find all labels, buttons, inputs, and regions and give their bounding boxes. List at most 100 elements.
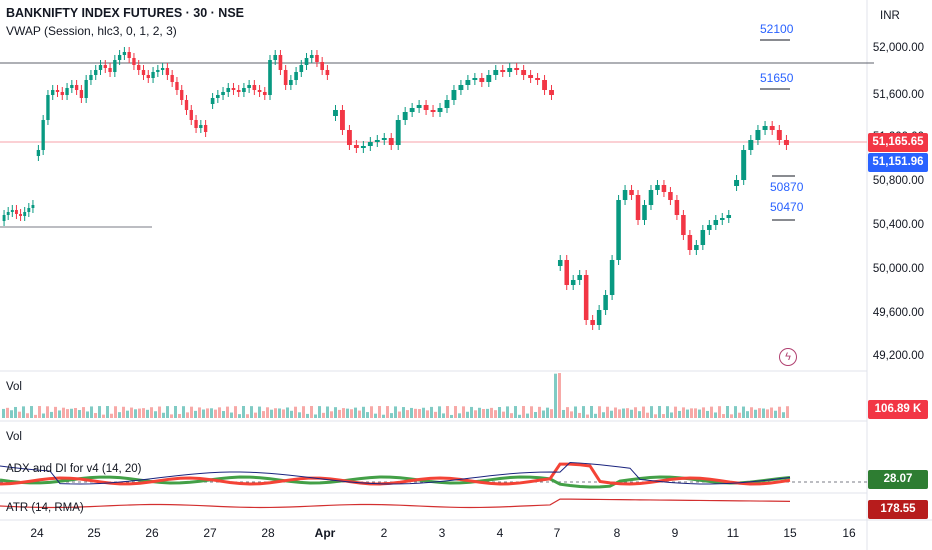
candle-body: [315, 55, 319, 62]
candle-body: [521, 70, 527, 75]
volume-bar: [162, 412, 165, 418]
volume-bar: [778, 406, 781, 418]
volume-bar: [626, 408, 629, 418]
volume-pane-label-2[interactable]: Vol: [6, 431, 22, 443]
last-price-badge: 51,165.65: [868, 133, 928, 152]
volume-bar: [694, 408, 697, 418]
volume-bar: [406, 410, 409, 418]
volume-bar: [606, 406, 609, 418]
candle-body: [734, 180, 740, 186]
volume-bar: [210, 408, 213, 418]
vwap-indicator-label[interactable]: VWAP (Session, hlc3, 0, 1, 2, 3): [6, 24, 177, 38]
candle-body: [528, 75, 534, 78]
volume-bar: [86, 411, 89, 418]
candle-body: [156, 70, 160, 72]
level-label[interactable]: 52100: [760, 22, 794, 36]
candle-body: [117, 55, 122, 60]
date-tick: 7: [553, 526, 561, 540]
volume-bar: [442, 413, 445, 418]
vwap-price-badge: 51,151.96: [868, 153, 928, 172]
volume-bar: [738, 412, 741, 418]
volume-bar: [122, 406, 125, 418]
volume-bar: [742, 406, 745, 418]
volume-bar: [26, 413, 29, 418]
candle-body: [127, 52, 131, 58]
volume-bar: [398, 411, 401, 418]
volume-bar: [146, 409, 149, 418]
volume-bar: [390, 413, 393, 418]
volume-bar: [190, 406, 193, 418]
candle-body: [507, 68, 513, 72]
candle-body: [46, 95, 50, 120]
volume-bar: [74, 407, 77, 418]
volume-bar: [270, 409, 273, 418]
adx-pane-label[interactable]: ADX and DI for v4 (14, 20): [6, 463, 142, 475]
candle-body: [542, 80, 547, 90]
currency-label[interactable]: INR: [880, 10, 900, 22]
candle-body: [160, 68, 165, 70]
volume-bar: [562, 409, 565, 418]
volume-bar: [666, 406, 669, 418]
volume-bar: [82, 407, 85, 418]
volume-bar: [358, 410, 361, 418]
volume-bar: [294, 406, 297, 418]
candle-body: [216, 95, 220, 98]
volume-bar: [206, 408, 209, 418]
level-label[interactable]: 51650: [760, 71, 794, 85]
candle-body: [203, 125, 208, 132]
candle-body: [557, 260, 563, 266]
candle-body: [94, 70, 98, 75]
lightning-icon[interactable]: ϟ: [779, 348, 797, 366]
candle-body: [353, 145, 359, 148]
volume-bar: [154, 411, 157, 418]
candle-body: [180, 90, 184, 100]
candle-body: [283, 70, 288, 85]
volume-bar: [586, 414, 589, 418]
candle-body: [242, 88, 246, 92]
volume-bar: [346, 408, 349, 418]
volume-bar: [366, 412, 369, 418]
candle-body: [108, 68, 112, 72]
volume-bar: [118, 412, 121, 418]
candle-body: [27, 208, 31, 212]
atr-pane-label[interactable]: ATR (14, RMA): [6, 502, 84, 514]
volume-bar: [314, 414, 317, 418]
candle-body: [423, 105, 429, 110]
price-tick: 52,000.00: [872, 42, 924, 54]
volume-bar: [786, 406, 789, 418]
volume-bar: [498, 407, 501, 418]
volume-bar: [510, 413, 513, 418]
date-tick: 2: [380, 526, 388, 540]
candle-body: [194, 120, 198, 128]
volume-bar: [170, 414, 173, 418]
volume-bar: [22, 406, 25, 418]
volume-bar: [602, 412, 605, 418]
level-label[interactable]: 50470: [770, 200, 804, 214]
volume-bar: [486, 408, 489, 418]
volume-bar: [726, 406, 729, 418]
candle-body: [294, 72, 298, 80]
volume-bar: [670, 412, 673, 418]
candle-body: [2, 215, 6, 221]
candle-body: [226, 88, 231, 92]
candle-body: [6, 212, 10, 215]
candle-body: [720, 218, 725, 220]
volume-bar: [430, 406, 433, 418]
volume-bar: [274, 408, 277, 418]
volume-bar: [458, 413, 461, 418]
symbol-title[interactable]: BANKNIFTY INDEX FUTURES · 30 · NSE: [6, 6, 244, 20]
level-label[interactable]: 50870: [770, 180, 804, 194]
candle-body: [661, 185, 667, 192]
volume-bar: [610, 410, 613, 418]
volume-bar: [578, 412, 581, 418]
volume-pane-label[interactable]: Vol: [6, 381, 22, 393]
volume-bar: [30, 406, 33, 418]
volume-bar: [282, 409, 285, 418]
candle-body: [367, 142, 373, 146]
candle-body: [748, 140, 754, 150]
volume-bar: [522, 406, 525, 418]
candle-body: [694, 245, 699, 250]
volume-bar: [478, 407, 481, 418]
volume-bar: [534, 411, 537, 418]
